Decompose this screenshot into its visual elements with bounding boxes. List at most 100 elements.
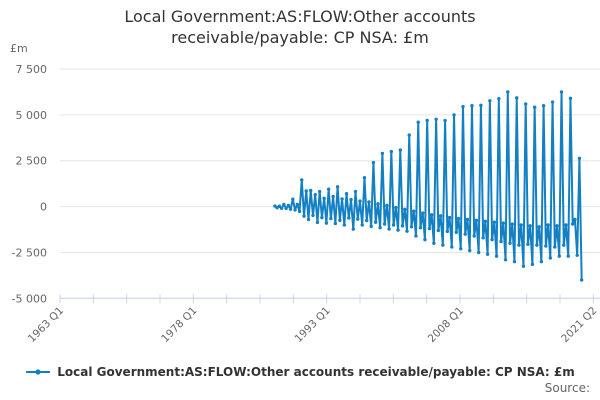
data-point-marker	[499, 239, 503, 244]
data-point-marker	[447, 215, 452, 220]
data-point-marker	[434, 117, 438, 121]
data-point-marker	[470, 104, 474, 108]
data-point-marker	[405, 229, 409, 233]
data-point-marker	[512, 259, 517, 264]
data-point-marker	[309, 188, 313, 193]
data-point-marker	[550, 100, 555, 104]
data-point-marker	[293, 208, 297, 212]
source-label: Source:	[544, 381, 590, 395]
data-point-marker	[362, 176, 367, 180]
data-point-marker	[288, 207, 293, 211]
legend[interactable]: Local Government:AS:FLOW:Other accounts …	[0, 365, 600, 379]
data-point-marker	[403, 207, 407, 212]
data-point-marker	[304, 189, 308, 193]
data-point-marker	[380, 151, 385, 156]
data-point-marker	[409, 225, 414, 229]
data-point-marker	[335, 185, 340, 189]
data-point-marker	[387, 227, 391, 231]
data-point-marker	[523, 102, 528, 106]
data-point-marker	[519, 223, 523, 227]
data-point-marker	[326, 187, 331, 191]
data-point-marker	[400, 224, 405, 228]
y-tick-label: 7 500	[16, 63, 48, 76]
data-point-marker	[485, 252, 490, 256]
data-point-marker	[351, 227, 355, 231]
data-point-marker	[317, 189, 322, 194]
data-point-marker	[416, 120, 420, 124]
data-point-marker	[342, 223, 347, 227]
y-tick-label: -2 500	[12, 246, 47, 259]
data-point-marker	[344, 192, 349, 196]
y-tick-label: 5 000	[16, 109, 48, 122]
data-point-marker	[492, 220, 497, 224]
data-point-marker	[481, 236, 485, 240]
data-point-marker	[302, 214, 306, 218]
data-point-marker	[474, 218, 479, 223]
data-point-marker	[483, 219, 488, 223]
data-point-marker	[579, 278, 584, 282]
data-point-marker	[378, 225, 382, 230]
data-point-marker	[347, 216, 351, 220]
data-point-marker	[517, 243, 521, 247]
data-point-marker	[463, 232, 467, 236]
data-point-marker	[349, 197, 353, 202]
data-point-marker	[311, 213, 315, 218]
y-tick-label: 2 500	[16, 155, 48, 168]
data-point-marker	[367, 200, 371, 204]
data-point-marker	[459, 247, 463, 251]
data-point-marker	[555, 224, 559, 228]
chart-title-line2: receivable/payable: CP NSA: £m	[171, 28, 429, 47]
data-point-marker	[562, 243, 566, 247]
data-point-marker	[450, 245, 454, 249]
data-point-marker	[501, 221, 505, 225]
data-point-marker	[398, 148, 402, 152]
data-point-marker	[353, 189, 358, 194]
data-point-marker	[452, 113, 456, 117]
data-point-marker	[329, 216, 333, 221]
data-point-marker	[438, 214, 443, 218]
data-point-marker	[568, 96, 573, 101]
data-point-marker	[443, 118, 447, 123]
data-point-marker	[425, 118, 429, 123]
data-point-marker	[414, 234, 418, 238]
data-point-marker	[557, 254, 561, 258]
data-point-marker	[573, 217, 577, 222]
data-point-marker	[528, 224, 532, 228]
data-point-marker	[530, 262, 535, 267]
chart-title-line1: Local Government:AS:FLOW:Other accounts	[124, 7, 476, 26]
data-point-marker	[391, 223, 396, 227]
x-tick-label: 2021 Q2	[559, 305, 599, 345]
data-point-marker	[284, 206, 288, 211]
data-point-marker	[385, 203, 389, 208]
data-point-marker	[420, 211, 425, 215]
data-point-marker	[490, 237, 494, 242]
data-point-marker	[418, 225, 423, 230]
data-point-marker	[429, 213, 434, 217]
data-point-marker	[338, 218, 342, 223]
data-point-marker	[371, 160, 376, 165]
data-point-marker	[313, 192, 317, 197]
data-point-marker	[454, 230, 458, 234]
data-point-marker	[559, 90, 564, 94]
data-point-marker	[376, 202, 380, 206]
data-point-marker	[286, 203, 291, 208]
data-point-marker	[465, 217, 470, 222]
data-point-marker	[541, 104, 546, 108]
data-point-marker	[277, 204, 282, 208]
data-point-marker	[279, 206, 284, 210]
data-point-marker	[503, 258, 508, 262]
data-point-marker	[575, 253, 579, 257]
data-point-marker	[571, 222, 575, 226]
legend-item-label[interactable]: Local Government:AS:FLOW:Other accounts …	[57, 365, 575, 379]
data-point-marker	[445, 229, 450, 234]
x-tick-label: 1978 Q1	[159, 305, 199, 345]
data-point-marker	[537, 225, 541, 229]
x-tick-label: 1963 Q1	[26, 305, 66, 345]
data-point-marker	[461, 104, 465, 109]
data-point-marker	[407, 133, 411, 137]
data-point-marker	[553, 245, 557, 249]
data-point-marker	[510, 222, 514, 226]
data-point-marker	[369, 224, 373, 229]
